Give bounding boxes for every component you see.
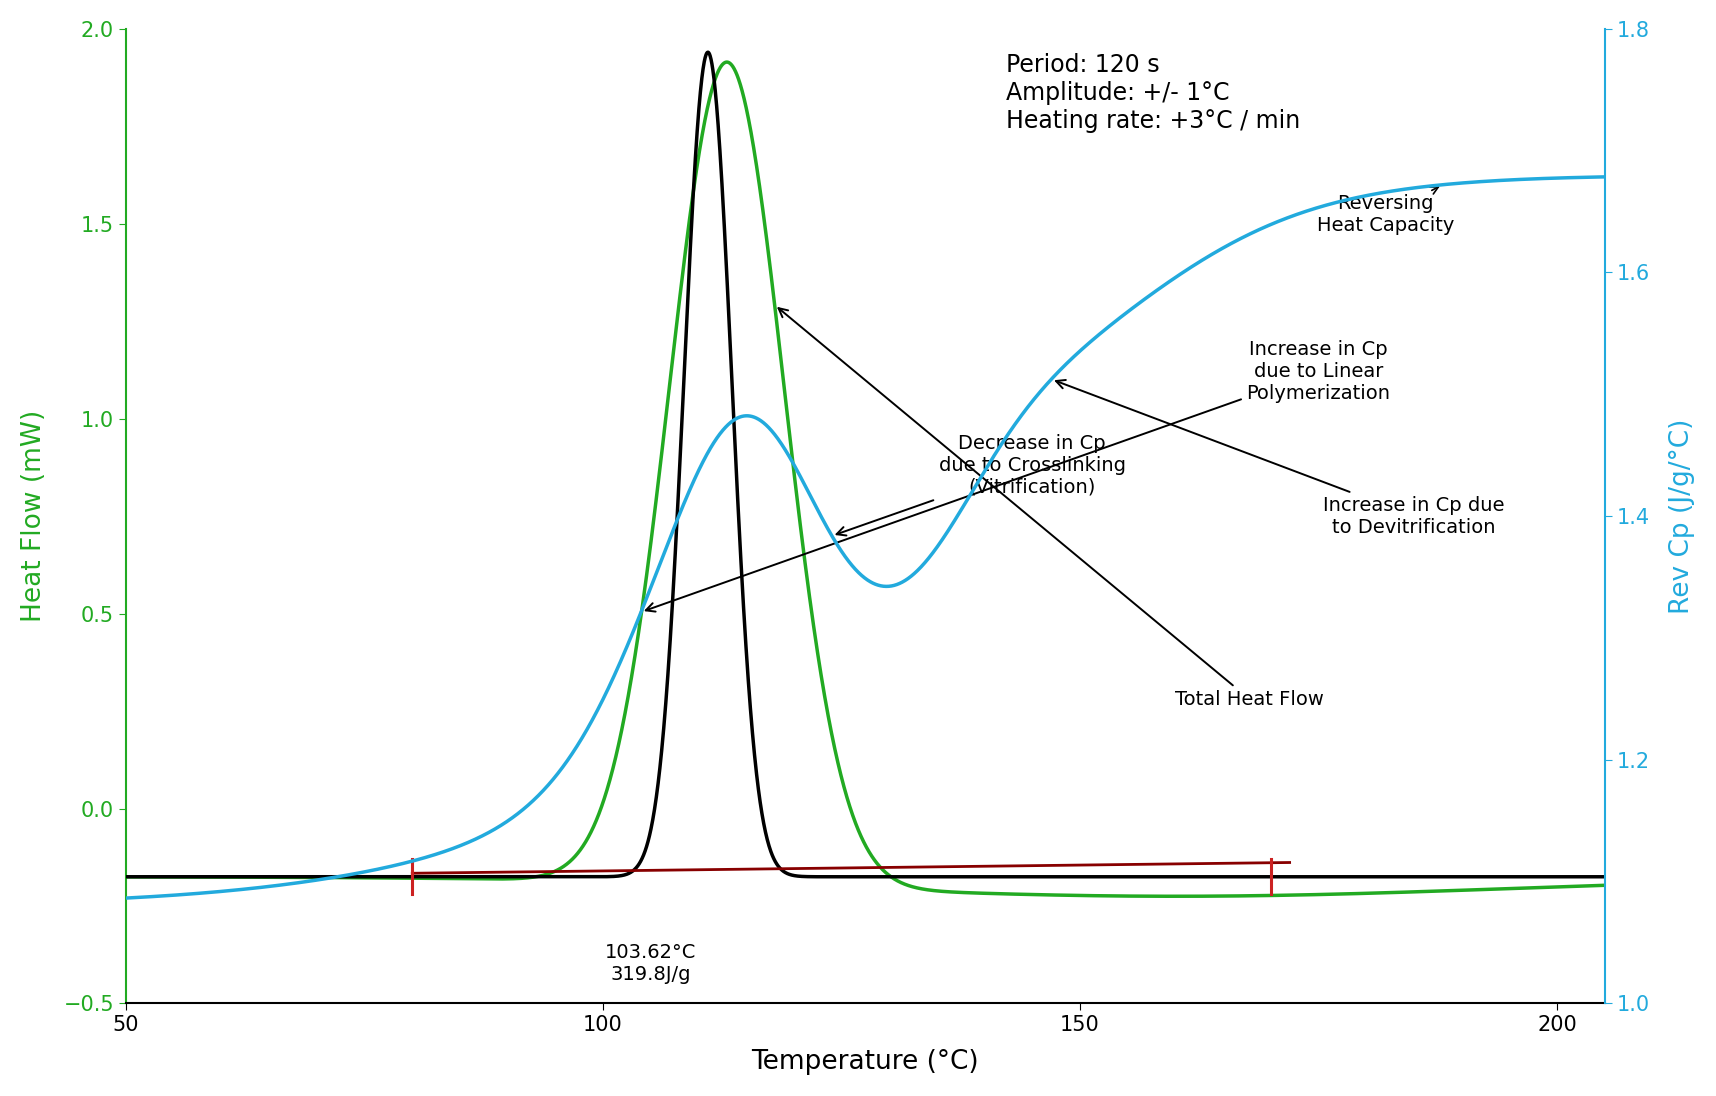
Text: Increase in Cp
due to Linear
Polymerization: Increase in Cp due to Linear Polymerizat… bbox=[645, 341, 1390, 612]
Text: Reversing
Heat Capacity: Reversing Heat Capacity bbox=[1316, 187, 1453, 236]
Y-axis label: Heat Flow (mW): Heat Flow (mW) bbox=[21, 410, 46, 623]
Text: 103.62°C
319.8J/g: 103.62°C 319.8J/g bbox=[606, 943, 697, 984]
Text: Increase in Cp due
to Devitrification: Increase in Cp due to Devitrification bbox=[1055, 380, 1505, 537]
X-axis label: Temperature (°C): Temperature (°C) bbox=[752, 1049, 980, 1075]
Y-axis label: Rev Cp (J/g/°C): Rev Cp (J/g/°C) bbox=[1670, 419, 1695, 614]
Text: Period: 120 s
Amplitude: +/- 1°C
Heating rate: +3°C / min: Period: 120 s Amplitude: +/- 1°C Heating… bbox=[1006, 54, 1301, 133]
Text: Decrease in Cp
due to Crosslinking
(Vitrification): Decrease in Cp due to Crosslinking (Vitr… bbox=[837, 434, 1126, 536]
Text: Total Heat Flow: Total Heat Flow bbox=[779, 308, 1325, 709]
